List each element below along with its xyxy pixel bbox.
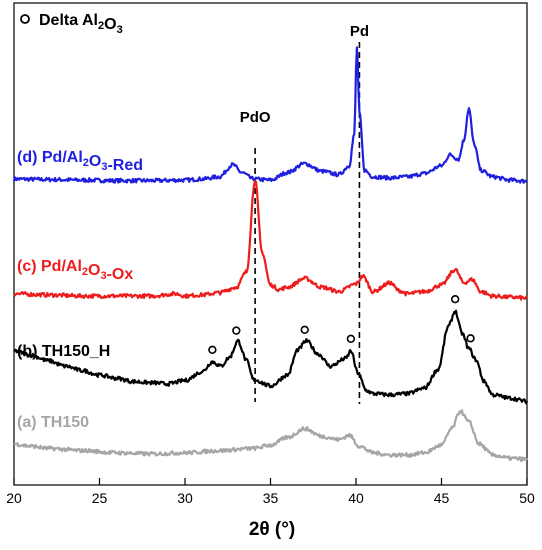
x-tick-label: 45 bbox=[434, 490, 450, 506]
ref-label-pd: Pd bbox=[350, 23, 369, 40]
subscript: 2 bbox=[83, 157, 89, 169]
x-ticks: 20 25 30 35 40 45 50 bbox=[6, 478, 535, 506]
label-part: O bbox=[89, 153, 101, 170]
delta-al2o3-marker bbox=[450, 295, 460, 304]
label-part: -Ox bbox=[107, 266, 134, 283]
x-tick-label: 50 bbox=[519, 490, 535, 506]
series-c-line bbox=[13, 180, 528, 301]
label-part: Delta Al bbox=[39, 12, 98, 29]
x-tick-label: 35 bbox=[263, 490, 279, 506]
label-part: O bbox=[104, 16, 116, 33]
x-tick-label: 20 bbox=[6, 490, 22, 506]
legend-label: Delta Al2O3 bbox=[39, 12, 123, 36]
label-part: O bbox=[88, 262, 100, 279]
x-tick-label: 30 bbox=[177, 490, 193, 506]
label-part: (d) Pd/Al bbox=[17, 149, 83, 166]
subscript: 2 bbox=[98, 20, 104, 32]
labels-layer: (d) Pd/Al2O3-Red(c) Pd/Al2O3-Ox(b) TH150… bbox=[17, 12, 143, 431]
subscript: 2 bbox=[82, 266, 88, 278]
series-b-line bbox=[13, 309, 529, 405]
marker-layer bbox=[208, 295, 475, 354]
delta-al2o3-marker bbox=[466, 334, 475, 343]
subscript: 3 bbox=[100, 270, 106, 282]
x-axis-label: 2θ (°) bbox=[249, 519, 295, 540]
subscript: 3 bbox=[101, 161, 107, 173]
series-layer bbox=[12, 46, 529, 463]
x-tick-label: 40 bbox=[348, 490, 364, 506]
label-part: (b) TH150_H bbox=[17, 343, 110, 360]
series-a-line bbox=[13, 409, 528, 463]
delta-al2o3-marker bbox=[232, 326, 241, 335]
plot-border bbox=[13, 2, 528, 486]
delta-al2o3-marker bbox=[300, 325, 309, 335]
delta-al2o3-marker bbox=[346, 334, 356, 343]
delta-al2o3-marker bbox=[208, 345, 217, 354]
series-a-label: (a) TH150 bbox=[17, 414, 89, 431]
subscript: 3 bbox=[117, 24, 123, 36]
plot-frame bbox=[13, 2, 528, 486]
series-d-line bbox=[12, 46, 528, 184]
ref-label-pdo: PdO bbox=[240, 109, 271, 126]
series-b-label: (b) TH150_H bbox=[17, 343, 110, 360]
label-part: -Red bbox=[107, 157, 143, 174]
series-c-label: (c) Pd/Al2O3-Ox bbox=[17, 258, 133, 283]
x-tick-label: 25 bbox=[92, 490, 108, 506]
label-part: (a) TH150 bbox=[17, 414, 89, 431]
label-part: (c) Pd/Al bbox=[17, 258, 82, 275]
legend-marker bbox=[20, 14, 30, 24]
series-d-label: (d) Pd/Al2O3-Red bbox=[17, 149, 143, 174]
